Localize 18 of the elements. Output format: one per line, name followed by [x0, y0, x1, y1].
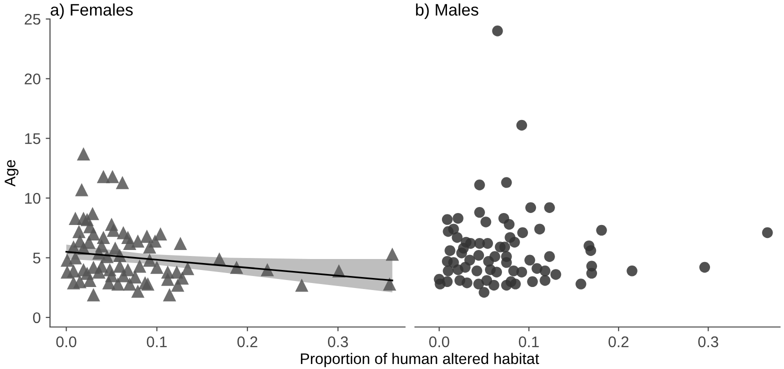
- x-tick-label: 0.3: [698, 336, 718, 348]
- x-tick-label: 0.2: [608, 336, 628, 348]
- x-tick-label: 0.1: [146, 336, 167, 348]
- y-tick-label: 25: [24, 14, 40, 25]
- y-tick-label: 20: [24, 74, 40, 84]
- chart-title: a) Females: [50, 3, 133, 19]
- y-tick-label: 0: [33, 312, 40, 324]
- y-axis-title: Age: [4, 160, 18, 187]
- chart-title: b) Males: [416, 3, 478, 19]
- x-tick-label: 0.0: [56, 336, 76, 348]
- x-tick-label: 0.3: [328, 336, 348, 348]
- x-tick-label: 0.0: [429, 336, 450, 348]
- x-tick-label: 0.1: [518, 336, 539, 348]
- x-tick-label: 0.2: [237, 336, 258, 348]
- y-tick-label: 15: [25, 133, 40, 144]
- y-tick-label: 10: [25, 192, 40, 204]
- x-axis-title: Proportion of human altered habitat: [300, 352, 540, 368]
- y-tick-label: 5: [33, 252, 40, 264]
